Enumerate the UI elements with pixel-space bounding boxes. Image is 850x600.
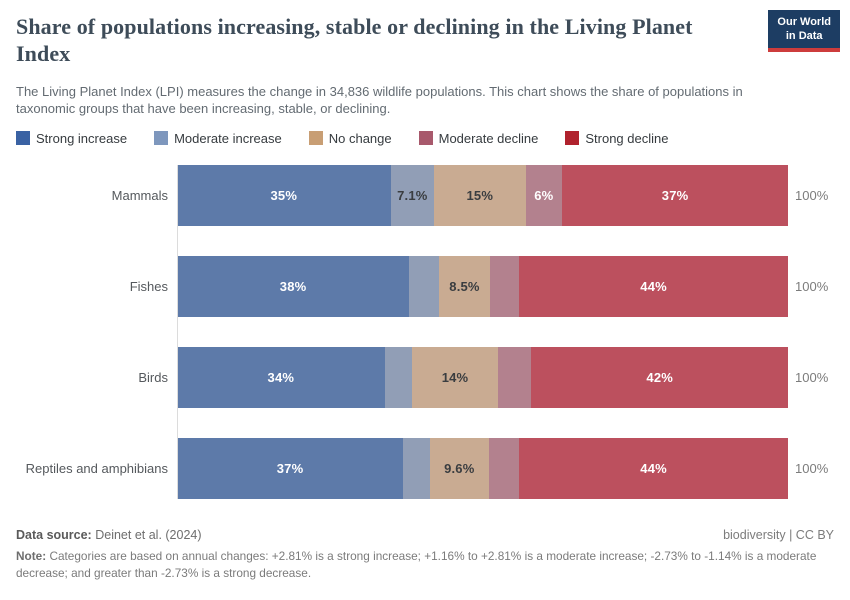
chart-area: Mammals 35% 7.1% 15% 6% 37% 100% Fishes 38% 8.5% 4… xyxy=(16,164,834,499)
bar-segment xyxy=(497,346,532,408)
bar-segment: 37% xyxy=(562,164,789,226)
owid-logo-line2: in Data xyxy=(785,30,823,43)
legend-label: Strong decline xyxy=(585,130,669,146)
stacked-bar: 37% 9.6% 44% xyxy=(177,437,788,499)
bar-row: Fishes 38% 8.5% 44% 100% xyxy=(16,255,834,317)
bar-segment: 44% xyxy=(519,437,788,499)
category-label: Mammals xyxy=(111,187,168,203)
segment-value-label: 44% xyxy=(640,460,667,476)
legend-swatch xyxy=(418,131,433,146)
owid-logo: Our World in Data xyxy=(768,10,840,52)
legend-label: Moderate increase xyxy=(174,130,282,146)
segment-value-label: 44% xyxy=(640,278,667,294)
legend-swatch xyxy=(154,131,169,146)
bar-segment xyxy=(403,437,430,499)
bar-segment xyxy=(490,255,520,317)
segment-value-label: 34% xyxy=(267,369,295,385)
legend-item: Strong increase xyxy=(16,131,127,146)
owid-logo-line1: Our World xyxy=(777,16,831,28)
legend-item: Moderate decline xyxy=(418,130,539,146)
stacked-bar: 34% 14% 42% xyxy=(177,346,789,408)
category-label: Reptiles and amphibians xyxy=(25,460,168,476)
page-title: Share of populations increasing, stable … xyxy=(16,14,693,66)
segment-value-label: 15% xyxy=(466,187,494,203)
segment-value-label: 37% xyxy=(276,460,304,476)
total-label: 100% xyxy=(795,460,829,476)
total-label: 100% xyxy=(795,278,829,294)
note-label: Note: xyxy=(16,549,47,563)
bar-segment: 35% xyxy=(177,164,391,226)
stacked-bar: 38% 8.5% 44% xyxy=(177,255,789,317)
bar-segment xyxy=(409,255,439,317)
stacked-bar: 35% 7.1% 15% 6% 37% xyxy=(177,164,789,226)
data-source: Data source: Deinet et al. (2024) xyxy=(16,528,202,542)
bar-row: Birds 34% 14% 42% 100% xyxy=(16,346,834,408)
segment-value-label: 9.6% xyxy=(444,460,475,476)
category-label: Birds xyxy=(138,369,168,385)
bar-segment: 8.5% xyxy=(438,255,491,317)
segment-value-label: 42% xyxy=(646,369,674,385)
legend-swatch xyxy=(565,131,580,146)
data-source-label: Data source: xyxy=(16,528,92,542)
bar-segment: 14% xyxy=(412,346,498,408)
bar-segment: 6% xyxy=(525,164,563,226)
segment-value-label: 35% xyxy=(270,187,298,203)
legend-swatch xyxy=(308,131,323,146)
chart-subtitle: The Living Planet Index (LPI) measures t… xyxy=(16,83,743,117)
bar-segment: 7.1% xyxy=(390,164,434,226)
bar-row: Mammals 35% 7.1% 15% 6% 37% 100% xyxy=(16,164,834,226)
bar-segment: 42% xyxy=(531,346,789,408)
bar-segment: 34% xyxy=(177,346,385,408)
bar-segment: 44% xyxy=(519,255,789,317)
bar-segment: 15% xyxy=(433,164,526,226)
attribution: biodiversity | CC BY xyxy=(723,528,834,542)
bar-segment xyxy=(488,437,520,499)
category-label: Fishes xyxy=(129,278,168,294)
legend-label: Strong increase xyxy=(36,130,128,146)
legend: Strong increase Moderate increase No chang… xyxy=(16,131,834,146)
legend-label: No change xyxy=(328,130,392,146)
bar-segment: 37% xyxy=(177,437,404,499)
segment-value-label: 14% xyxy=(441,369,469,385)
chart-footer: Data source: Deinet et al. (2024) biodiv… xyxy=(16,528,834,581)
total-label: 100% xyxy=(795,187,829,203)
legend-item: No change xyxy=(308,130,392,146)
note-text: Categories are based on annual changes: … xyxy=(16,549,817,580)
segment-value-label: 38% xyxy=(279,278,307,294)
bar-segment: 38% xyxy=(177,255,410,317)
segment-value-label: 37% xyxy=(661,187,689,203)
bar-segment: 9.6% xyxy=(429,437,489,499)
legend-item: Moderate increase xyxy=(154,131,282,146)
legend-swatch xyxy=(16,131,30,146)
legend-label: Moderate decline xyxy=(438,130,539,146)
y-axis-line xyxy=(177,164,178,499)
chart-note: Note: Categories are based on annual cha… xyxy=(16,548,834,581)
legend-item: Strong decline xyxy=(565,131,668,146)
segment-value-label: 8.5% xyxy=(449,278,480,294)
bar-row: Reptiles and amphibians 37% 9.6% 44% 100% xyxy=(16,437,834,499)
total-label: 100% xyxy=(795,369,829,385)
segment-value-label: 7.1% xyxy=(397,187,428,203)
bar-segment xyxy=(384,346,413,408)
segment-value-label: 6% xyxy=(534,187,554,203)
data-source-value: Deinet et al. (2024) xyxy=(95,528,202,542)
